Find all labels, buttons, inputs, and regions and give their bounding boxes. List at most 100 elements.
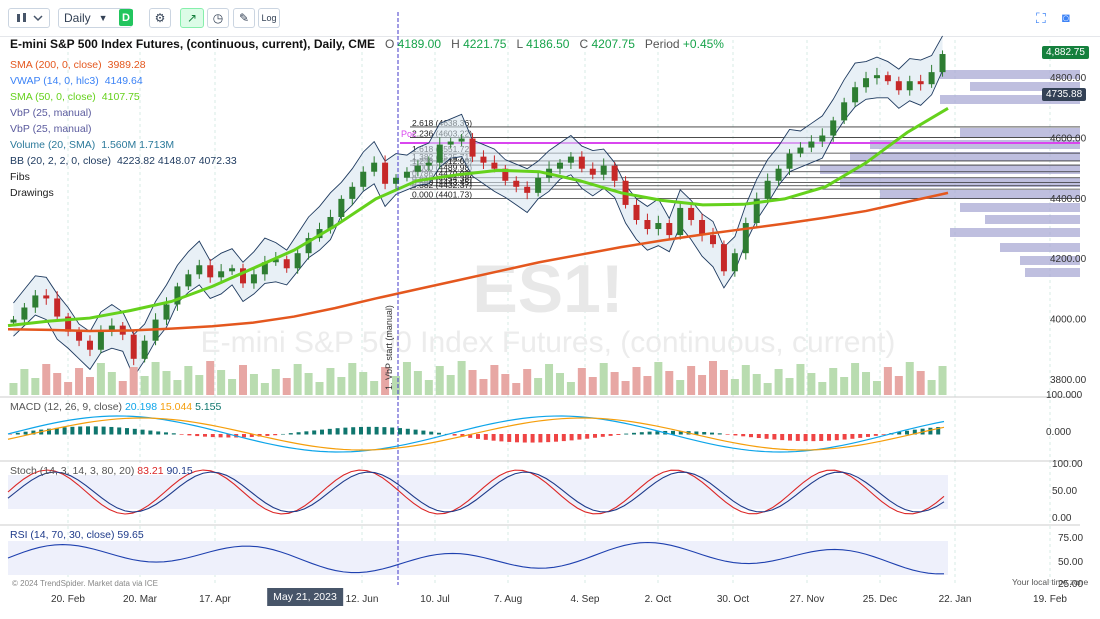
high-value: 4221.75	[463, 37, 507, 51]
chart-type-button[interactable]	[8, 8, 50, 28]
macd-hist-bar	[304, 431, 309, 435]
legend-values: 3989.28	[107, 59, 146, 71]
legend-row[interactable]: Fibs	[10, 169, 237, 185]
volume-bar	[676, 380, 685, 395]
macd-hist-bar	[429, 431, 434, 435]
volume-bar	[424, 380, 433, 395]
fullscreen-icon[interactable]: ⛶	[1036, 10, 1046, 26]
legend-row[interactable]: Drawings	[10, 185, 237, 201]
candle-body	[207, 265, 214, 278]
volume-bar	[851, 363, 860, 395]
legend-name: BB (20, 2, 2, 0, close)	[10, 155, 111, 167]
macd-hist-bar	[842, 434, 847, 440]
fib-label: 0.000 (4401.73)	[412, 189, 472, 199]
rsi-name[interactable]: RSI (14, 70, 30, close)	[10, 529, 115, 541]
fib-label: 0.382 (4432.37)	[412, 180, 472, 190]
macd-hist-bar	[23, 431, 28, 435]
price-axis: 4800.00 4600.00 4400.00 4200.00 4000.00 3800.…	[1046, 73, 1087, 590]
low-label: L	[516, 37, 523, 51]
macd-hist-bar	[834, 434, 839, 441]
date-tick-label: 25. Dec	[862, 594, 898, 605]
volume-bar	[271, 369, 280, 395]
macd-hist-bar	[15, 432, 20, 435]
legend-row[interactable]: BB (20, 2, 2, 0, close) 4223.82 4148.07 4…	[10, 153, 237, 169]
bb-fill	[13, 35, 943, 377]
log-label: Log	[261, 13, 277, 23]
macd-hist-bar	[70, 426, 75, 435]
macd-hist-bar	[600, 434, 605, 437]
macd-hist-bar	[359, 426, 363, 435]
poc-label: Poc	[401, 129, 417, 139]
macd-hist-bar	[437, 432, 441, 435]
legend-name: Fibs	[10, 171, 30, 183]
high-label: H	[451, 37, 460, 51]
volume-bar	[588, 377, 597, 395]
sma200-line	[7, 191, 949, 333]
volume-bar	[195, 375, 204, 395]
volume-bar	[53, 373, 62, 395]
candle-body	[556, 162, 563, 169]
macd-hist-bar	[538, 434, 543, 443]
candle-body	[218, 271, 225, 278]
log-button[interactable]: Log	[258, 8, 280, 28]
candle-body	[229, 268, 236, 272]
candle-body	[677, 207, 684, 236]
candle-body	[338, 198, 345, 217]
legend-row[interactable]: VWAP (14, 0, hlc3) 4149.64	[10, 73, 237, 89]
candle-body	[447, 141, 454, 145]
macd-hist-bar	[764, 434, 769, 439]
settings-button[interactable]: ⚙	[149, 8, 171, 28]
indicator-button[interactable]: ↗	[180, 8, 204, 28]
macd-hist-bar	[460, 434, 465, 437]
macd-hist-bar	[164, 432, 168, 435]
volume-bar	[315, 382, 324, 395]
rsi-axis-label: 50.00	[1058, 557, 1083, 568]
volume-bar	[709, 361, 717, 395]
volume-bar	[555, 373, 564, 395]
macd-hist-bar	[593, 434, 597, 438]
stoch-pane	[7, 469, 945, 515]
volume-bar	[807, 373, 816, 395]
volume-bar	[741, 365, 750, 395]
volume-bar	[523, 369, 532, 395]
legend-row[interactable]: SMA (200, 0, close) 3989.28	[10, 57, 237, 73]
volume-bar	[107, 372, 116, 395]
legend-row[interactable]: SMA (50, 0, close) 4107.75	[10, 89, 237, 105]
legend-row[interactable]: VbP (25, manual)	[10, 105, 237, 121]
camera-icon[interactable]: ◙	[1062, 10, 1070, 25]
local-time[interactable]: Your local time zone	[1012, 577, 1089, 587]
open-label: O	[384, 37, 395, 51]
macd-signal: 15.044	[160, 401, 193, 413]
date-tick-label: 10. Jul	[420, 594, 450, 605]
drawing-button[interactable]: ✎	[233, 8, 255, 28]
macd-hist-bar	[608, 434, 613, 436]
macd-hist-bar	[8, 434, 12, 435]
macd-hist-bar	[132, 428, 137, 435]
macd-hist-bar	[647, 431, 652, 435]
macd-legend: MACD (12, 26, 9, close) 20.198 15.044 5.…	[10, 399, 221, 415]
legend-row[interactable]: VbP (25, manual)	[10, 121, 237, 137]
macd-name[interactable]: MACD (12, 26, 9, close)	[10, 401, 123, 413]
candle-body	[349, 186, 356, 199]
stoch-axis-label: 0.00	[1052, 513, 1072, 524]
stoch-name[interactable]: Stoch (14, 3, 14, 3, 80, 20)	[10, 465, 135, 477]
macd-hist-bar	[936, 427, 941, 435]
legend-row[interactable]: Volume (20, SMA) 1.560M 1.713M	[10, 137, 237, 153]
chevron-down-icon: ▼	[98, 13, 108, 23]
volume-bar	[381, 367, 390, 395]
fib-label: 1.000 (4489.98)	[412, 163, 472, 173]
bb-upper	[13, 35, 943, 336]
alert-button[interactable]: ◷	[207, 8, 229, 28]
candle-body	[305, 238, 312, 254]
volume-bar	[763, 383, 772, 395]
legend-values: 4107.75	[101, 91, 140, 103]
interval-label: Daily	[64, 11, 91, 25]
gridlines	[67, 40, 1051, 585]
candle-body	[54, 298, 61, 317]
macd-pane	[7, 415, 945, 453]
volume-bar	[184, 366, 193, 395]
candle-body	[666, 223, 673, 236]
volume-bar	[85, 377, 94, 395]
vbp-bar	[940, 70, 1080, 79]
